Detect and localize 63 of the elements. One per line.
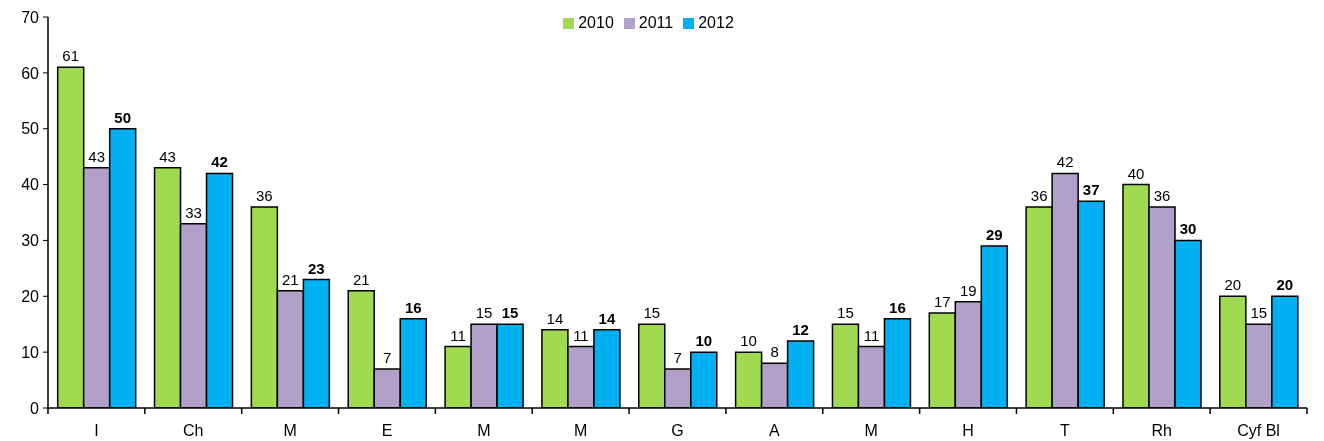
y-tick-label: 70	[21, 8, 40, 26]
data-label: 43	[88, 147, 106, 165]
data-label: 11	[573, 326, 589, 344]
data-label: 15	[837, 304, 854, 322]
data-label: 21	[352, 270, 370, 288]
data-label: 21	[282, 270, 299, 288]
data-label: 19	[959, 281, 977, 299]
data-label: 11	[450, 326, 466, 344]
y-tick-label: 10	[21, 343, 40, 361]
data-label: 15	[643, 304, 661, 322]
data-label: 50	[114, 108, 132, 126]
data-label: 15	[1250, 304, 1268, 322]
data-label: 33	[185, 203, 202, 221]
x-tick-label: A	[769, 422, 781, 439]
data-label: 12	[792, 320, 809, 338]
data-label: 36	[1030, 186, 1048, 204]
x-tick-label: T	[1059, 422, 1070, 439]
data-label: 42	[211, 153, 228, 171]
data-label: 15	[475, 304, 493, 322]
data-label: 7	[383, 348, 392, 366]
data-label: 40	[1127, 164, 1145, 182]
data-label: 15	[501, 304, 519, 322]
legend-label: 2012	[698, 14, 734, 31]
data-label: 7	[673, 348, 682, 366]
x-tick-label: H	[962, 422, 974, 439]
y-tick-label: 40	[21, 176, 40, 194]
data-label: 29	[985, 226, 1003, 244]
data-label: 10	[695, 332, 713, 350]
x-tick-label: M	[573, 422, 588, 439]
data-label: 36	[1153, 186, 1171, 204]
data-label: 14	[546, 309, 564, 327]
x-tick-label: E	[381, 422, 393, 439]
data-label: 30	[1179, 220, 1197, 238]
x-tick-label: I	[94, 422, 99, 439]
data-label: 42	[1056, 153, 1074, 171]
x-tick-label: G	[671, 422, 684, 439]
data-label: 61	[62, 47, 80, 65]
data-label: 43	[159, 147, 176, 165]
data-label: 37	[1082, 181, 1100, 199]
data-label: 16	[404, 298, 422, 316]
data-label: 16	[889, 298, 906, 316]
x-tick-label: Ch	[183, 422, 204, 439]
data-label: 8	[770, 343, 779, 361]
data-label: 11	[863, 326, 880, 344]
y-tick-label: 0	[30, 399, 40, 417]
legend-label: 2011	[638, 14, 674, 31]
x-tick-label: M	[283, 422, 297, 439]
data-label: 17	[933, 293, 951, 311]
data-label: 10	[740, 332, 757, 350]
y-tick-label: 60	[21, 64, 40, 82]
data-label: 23	[308, 259, 325, 277]
x-tick-label: M	[477, 422, 491, 439]
x-tick-label: Rh	[1151, 422, 1172, 439]
y-tick-label: 50	[21, 120, 40, 138]
data-label: 20	[1276, 276, 1294, 294]
y-tick-label: 30	[21, 232, 40, 250]
x-tick-label: Cyf Bl	[1237, 422, 1280, 439]
data-label: 36	[256, 186, 273, 204]
y-tick-label: 20	[21, 287, 40, 305]
legend-label: 2010	[578, 14, 614, 31]
x-tick-label: M	[864, 422, 878, 439]
data-label: 20	[1224, 276, 1242, 294]
data-label: 14	[598, 309, 616, 327]
